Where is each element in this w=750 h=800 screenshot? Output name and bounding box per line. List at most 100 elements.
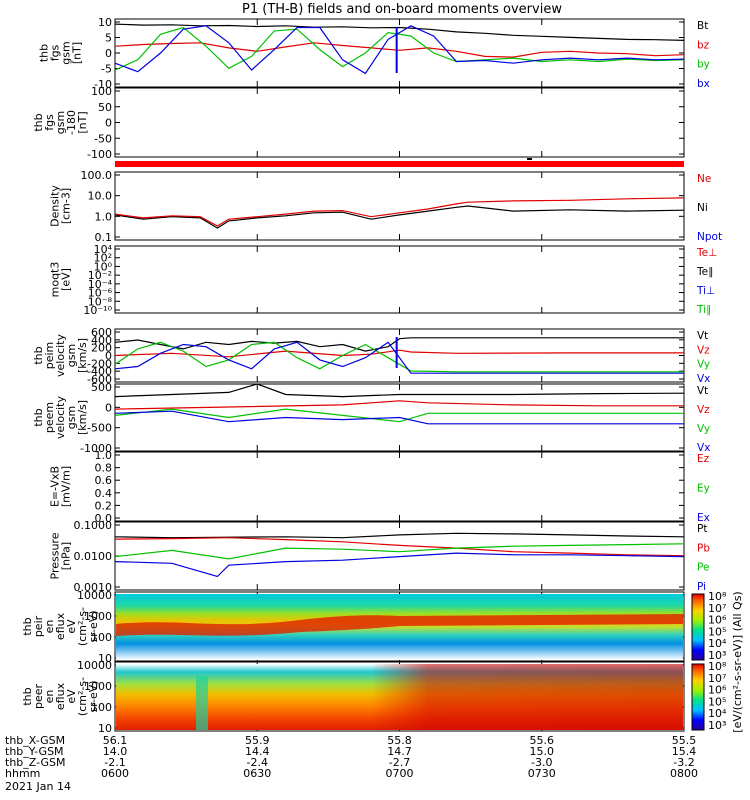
colorbar-tick-label: 10⁴ (708, 707, 727, 720)
y-axis-label: [km/s] (76, 400, 89, 435)
y-axis-label: fgs (49, 44, 62, 61)
y-axis-label: thb (38, 44, 51, 62)
y-axis-label: thb (21, 687, 34, 705)
y-tick-label: 10⁻⁴ (88, 278, 113, 291)
y-tick-label: 10.0 (88, 190, 113, 203)
legend-Pi: Pi (697, 581, 706, 593)
x-axis-value: 0630 (243, 767, 271, 780)
colorbar-tick-label: 10⁵ (708, 625, 726, 638)
y-axis-label: Pressure (49, 532, 62, 579)
legend-Ti∥: Ti∥ (696, 304, 711, 316)
y-axis-label: gsm (65, 406, 78, 429)
series-line-Ni (114, 205, 685, 229)
legend-Ex: Ex (697, 512, 710, 524)
y-tick-label: 100 (91, 85, 112, 98)
x-axis-value: 0730 (528, 767, 556, 780)
x-axis-value: 14.4 (245, 745, 270, 758)
series-line-Vt (114, 337, 684, 352)
x-axis-value: -2.1 (104, 756, 125, 769)
series-line-Vz (114, 349, 684, 358)
y-tick-label: -500 (87, 422, 112, 435)
y-tick-label: 100 (91, 631, 112, 644)
y-axis-label: en (43, 690, 56, 704)
series-line-Pi (114, 552, 685, 578)
y-axis-label: eflux (54, 682, 67, 710)
y-tick-label: 10 (98, 16, 112, 29)
y-tick-label: 10 (98, 652, 112, 665)
panel-frame (114, 87, 685, 158)
y-tick-label: 0.0 (95, 512, 113, 525)
y-axis-label: eV (65, 619, 78, 634)
y-axis-label: (cm²-s- (76, 607, 89, 646)
y-axis-label: E=-VxB (49, 466, 62, 507)
series-line-bz (114, 42, 685, 58)
series-line-Vy (114, 408, 684, 423)
x-axis-value: 55.5 (672, 734, 697, 747)
y-tick-label: 0.1 (95, 231, 113, 244)
y-axis-label: sr-eV) (87, 680, 100, 712)
y-axis-label: gsm (60, 41, 73, 64)
legend-by: by (697, 59, 710, 71)
x-axis-value: 55.6 (530, 734, 555, 747)
colorbar-tick-label: 10⁷ (708, 672, 726, 685)
x-axis-row-name: thb_Z-GSM (5, 756, 65, 769)
colorbar-tick-label: 10⁸ (708, 660, 727, 673)
series-line-Vx (114, 410, 684, 425)
electron-colorbar (691, 663, 705, 731)
legend-Vt: Vt (697, 385, 708, 397)
panel-efield: 1.00.80.60.40.20.0 E=-VxB[mV/m] Ez Ey Ex (49, 449, 710, 525)
series-line-Vx (114, 341, 684, 374)
series-line-Ne (114, 197, 685, 227)
legend-Ey: Ey (697, 483, 710, 495)
series-line-Vy (114, 341, 684, 373)
y-tick-label: 10000 (77, 659, 112, 672)
y-axis-label: thb (32, 346, 45, 364)
y-tick-label: 0.2 (95, 499, 113, 512)
y-tick-label: 10⁻² (88, 269, 112, 282)
date-label: 2021 Jan 14 (5, 780, 71, 793)
y-axis-label: [eV] (60, 268, 73, 291)
y-tick-label: 10² (94, 252, 112, 265)
colorbar-tick-label: 10⁶ (708, 614, 727, 627)
y-tick-label: 50 (98, 101, 112, 114)
colorbar-tick-label: 10³ (708, 719, 726, 732)
y-tick-label: 0.0100 (74, 550, 113, 563)
y-axis-label: peim (43, 342, 56, 370)
y-axis-label: gsm (54, 111, 67, 134)
y-axis-label: en (43, 620, 56, 634)
y-axis-label: [nT] (76, 111, 89, 133)
y-tick-label: 1.0 (95, 449, 113, 462)
y-axis-label: velocity (54, 334, 67, 377)
legend-Bt: Bt (697, 20, 708, 32)
series-line-bx (114, 25, 685, 75)
panel-electron-spectrogram: 10000 1000 100 10 thbpeerenefluxeV(cm²-s-sr-… (21, 659, 685, 735)
y-tick-label: 1000 (84, 680, 112, 693)
x-axis-value: 15.0 (530, 745, 555, 758)
x-axis-value: 0600 (101, 767, 129, 780)
status-bar (115, 161, 684, 167)
y-axis-label: eflux (54, 612, 67, 640)
y-axis-label: peem (43, 402, 56, 433)
x-axis-value: 0700 (386, 767, 414, 780)
y-axis-label: [nT] (71, 42, 84, 64)
x-axis-value: -2.7 (389, 756, 410, 769)
legend-Vz: Vz (697, 344, 710, 356)
series-line-Vt (114, 383, 685, 398)
legend-Ti⊥: Ti⊥ (696, 285, 715, 297)
legend-Pe: Pe (697, 562, 709, 574)
panel-pressure: 0.1000 0.0100 0.0010 Pressure[nPa] Pt Pb Pe Pi (49, 519, 711, 594)
x-axis-value: 55.8 (387, 734, 412, 747)
x-axis-row-name: thb_Y-GSM (5, 745, 64, 758)
y-axis-label: [cm-3] (60, 188, 73, 224)
x-axis-row-name: thb_X-GSM (5, 734, 65, 747)
y-tick-label: 10⁻⁶ (88, 287, 113, 300)
x-axis-value: 55.9 (245, 734, 270, 747)
x-axis-value: 14.0 (103, 745, 128, 758)
y-tick-label: 5 (105, 32, 112, 45)
legend-Ni: Ni (697, 202, 708, 214)
y-tick-label: 0 (105, 47, 112, 60)
legend-Ez: Ez (697, 453, 710, 465)
